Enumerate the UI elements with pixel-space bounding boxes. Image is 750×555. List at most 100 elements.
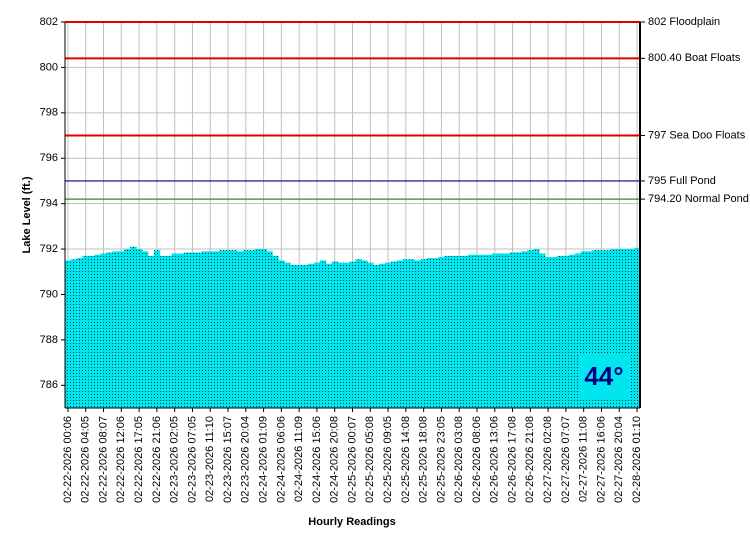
- bar-texture: [112, 251, 119, 408]
- x-tick-label: 02-26-2026 17:08: [506, 416, 518, 503]
- x-tick-label: 02-23-2026 02:05: [169, 416, 181, 503]
- bar-texture: [159, 255, 167, 408]
- bar-texture: [308, 263, 315, 408]
- bar-texture: [296, 264, 303, 408]
- bar-texture: [420, 259, 427, 408]
- bar-texture: [230, 250, 238, 408]
- x-tick-label: 02-23-2026 15:07: [222, 416, 234, 503]
- bar-texture: [432, 258, 439, 408]
- bar-texture: [385, 262, 392, 408]
- bar-texture: [509, 252, 516, 408]
- y-tick-label: 800: [40, 61, 58, 73]
- bar-texture: [622, 249, 629, 408]
- y-tick-label: 788: [40, 334, 58, 346]
- x-tick-label: 02-25-2026 05:08: [364, 416, 376, 503]
- bar-texture: [272, 255, 279, 408]
- bar-texture: [284, 262, 291, 408]
- bar-texture: [402, 259, 410, 408]
- bar-texture: [598, 250, 605, 408]
- bar-texture: [94, 254, 101, 408]
- bar-texture: [349, 261, 356, 408]
- bar-texture: [580, 251, 587, 408]
- area-bars: [65, 246, 641, 408]
- bar-texture: [592, 250, 599, 408]
- bar-texture: [586, 251, 593, 408]
- y-tick-label: 792: [40, 243, 58, 255]
- bar-texture: [604, 250, 611, 408]
- bar-texture: [539, 253, 546, 408]
- bar-texture: [438, 257, 445, 408]
- bar-texture: [361, 260, 368, 408]
- bar-texture: [551, 257, 558, 408]
- x-tick-label: 02-24-2026 15:06: [311, 416, 323, 503]
- bar-texture: [236, 251, 244, 408]
- x-tick-label: 02-24-2026 01:09: [257, 416, 269, 503]
- bar-texture: [391, 261, 398, 408]
- x-tick-label: 02-27-2026 16:06: [595, 416, 607, 503]
- bar-texture: [373, 264, 380, 408]
- bar-texture: [503, 253, 510, 408]
- bar-texture: [444, 255, 451, 408]
- bar-texture: [136, 249, 143, 408]
- bar-texture: [225, 250, 232, 408]
- bar-texture: [450, 255, 457, 408]
- x-tick-label: 02-25-2026 09:05: [382, 416, 394, 503]
- x-tick-label: 02-25-2026 00:07: [346, 416, 358, 503]
- y-tick-label: 798: [40, 107, 58, 119]
- x-tick-label: 02-23-2026 07:05: [186, 416, 198, 503]
- x-tick-label: 02-24-2026 11:09: [293, 416, 305, 502]
- bar-texture: [76, 258, 84, 408]
- bar-texture: [183, 252, 190, 408]
- bar-texture: [367, 262, 374, 408]
- x-tick-label: 02-28-2026 01:10: [631, 416, 643, 503]
- bar-texture: [474, 254, 481, 408]
- bar-texture: [462, 255, 469, 408]
- bar-texture: [195, 252, 202, 408]
- x-tick-label: 02-22-2026 00:06: [62, 416, 74, 503]
- bar-texture: [568, 254, 576, 408]
- y-tick-label: 786: [40, 379, 58, 391]
- labels: 02-22-2026 00:06 02-22-2026 04:05 02-22-20…: [40, 16, 643, 503]
- x-tick-label: 02-23-2026 11:10: [204, 416, 216, 502]
- x-axis-label: Hourly Readings: [308, 516, 395, 528]
- bar-texture: [290, 264, 297, 408]
- bar-texture: [260, 249, 267, 408]
- bar-texture: [207, 251, 214, 408]
- bar-texture: [515, 252, 522, 408]
- bar-texture: [219, 250, 226, 408]
- bar-texture: [302, 264, 309, 408]
- x-tick-label: 02-26-2026 21:08: [524, 416, 536, 503]
- bar-texture: [479, 254, 487, 408]
- bar-texture: [248, 250, 255, 408]
- reference-label: 800.40 Boat Floats: [648, 52, 741, 64]
- bar-texture: [610, 249, 617, 408]
- x-tick-label: 02-26-2026 13:06: [489, 416, 501, 503]
- x-tick-label: 02-22-2026 04:05: [80, 416, 92, 503]
- bar-texture: [634, 247, 641, 408]
- x-tick-label: 02-27-2026 07:07: [560, 416, 572, 503]
- bar-texture: [254, 249, 261, 408]
- x-tick-label: 02-22-2026 17:05: [133, 416, 145, 503]
- bar-texture: [124, 249, 131, 408]
- bar-texture: [408, 259, 416, 408]
- bar-texture: [396, 260, 404, 408]
- reference-label: 794.20 Normal Pond: [648, 193, 749, 205]
- bar-texture: [70, 259, 78, 408]
- reference-label: 797 Sea Doo Floats: [648, 129, 746, 141]
- badge: 44°: [584, 361, 623, 391]
- x-tick-label: 02-22-2026 12:06: [115, 416, 127, 503]
- reference-label: 795 Full Pond: [648, 175, 716, 187]
- bar-texture: [106, 252, 113, 408]
- bar-texture: [319, 260, 327, 408]
- bar-texture: [414, 260, 421, 408]
- x-tick-label: 02-23-2026 20:04: [240, 416, 252, 503]
- bar-texture: [189, 252, 196, 408]
- bar-texture: [82, 255, 90, 408]
- bar-texture: [118, 251, 125, 408]
- bar-texture: [343, 262, 350, 408]
- bar-texture: [456, 255, 463, 408]
- bar-texture: [130, 246, 137, 408]
- bar-texture: [88, 255, 95, 408]
- bar-texture: [557, 255, 564, 408]
